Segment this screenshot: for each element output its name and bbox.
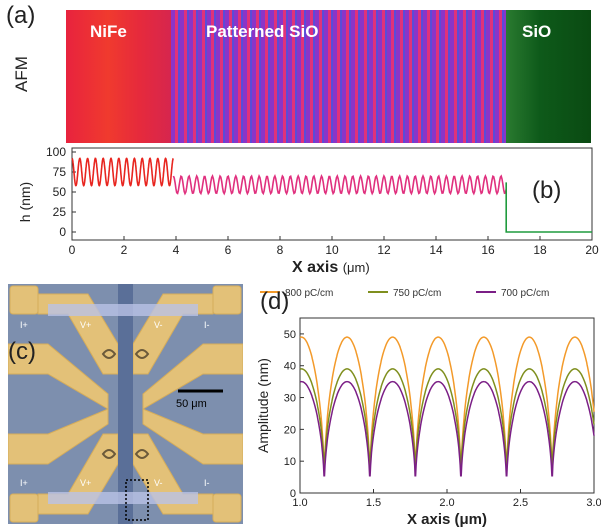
plot-frame-d xyxy=(299,317,595,494)
y-tick-label-b: 50 xyxy=(53,185,67,199)
y-tick-label-d: 0 xyxy=(290,488,296,500)
x-tick-label-d: 2.5 xyxy=(513,497,528,509)
x-tick-label-d: 3.0 xyxy=(586,497,601,509)
series-line xyxy=(299,336,595,468)
chart-d: 1.0 1.5 2.0 2.5 3.0 0 10 20 30 40 50 X axis (μm) Amp… xyxy=(255,288,601,528)
y-tick-label-b: 100 xyxy=(46,145,66,159)
x-tick-label-b: 10 xyxy=(325,243,339,257)
x-axis-unit-b: (μm) xyxy=(343,260,370,275)
chart-b: 0 2 4 6 8 10 12 14 16 18 20 0 25 50 75 100 X axis (μm) h … xyxy=(17,145,599,275)
afm-sio-label: SiO xyxy=(522,22,552,41)
panel-a-letter: (a) xyxy=(6,2,36,29)
afm-patterned-label: Patterned SiO xyxy=(206,22,319,41)
trace-segment-pattern xyxy=(172,173,507,196)
x-tick-label-b: 2 xyxy=(121,243,128,257)
contact-label-v-plus-bottom: V+ xyxy=(80,478,92,488)
y-axis-label-d: Amplitude (nm) xyxy=(255,358,271,453)
panel-b-letter: (b) xyxy=(532,177,562,204)
x-tick-label-b: 14 xyxy=(429,243,443,257)
series-line xyxy=(299,380,595,477)
plot-frame-b xyxy=(71,147,593,241)
x-tick-label-b: 20 xyxy=(585,243,599,257)
x-tick-label-b: 12 xyxy=(377,243,391,257)
device-drawing xyxy=(8,284,243,524)
scale-bar-label: 50 μm xyxy=(176,398,207,410)
afm-side-label: AFM xyxy=(12,56,31,92)
panel-d-letter: (d) xyxy=(260,288,290,315)
x-tick-label-d: 1.5 xyxy=(366,497,381,509)
legend-label: 700 pC/cm xyxy=(501,288,549,299)
contact-label-i-plus-top: I+ xyxy=(20,320,28,330)
x-axis-label-d: X axis (μm) xyxy=(407,511,487,528)
afm-nife-region xyxy=(66,10,171,143)
y-tick-label-d: 30 xyxy=(284,393,296,405)
trace-segment-sio xyxy=(505,182,592,233)
contact-label-i-plus-bottom: I+ xyxy=(20,478,28,488)
y-tick-label-d: 20 xyxy=(284,424,296,436)
y-tick-label-d: 40 xyxy=(284,361,296,373)
x-tick-label-b: 0 xyxy=(69,243,76,257)
x-tick-label-d: 1.0 xyxy=(292,497,307,509)
afm-sio-region xyxy=(506,10,591,143)
x-axis-label-b: X axis (μm) xyxy=(292,259,370,275)
trace-segment-nife xyxy=(71,157,174,187)
y-tick-label-b: 25 xyxy=(53,205,67,219)
afm-patterned-region xyxy=(171,10,506,143)
x-tick-label-b: 16 xyxy=(481,243,495,257)
y-tick-label-d: 50 xyxy=(284,329,296,341)
x-tick-label-b: 8 xyxy=(277,243,284,257)
x-tick-label-b: 6 xyxy=(225,243,232,257)
x-tick-label-d: 2.0 xyxy=(439,497,454,509)
afm-image: NiFe Patterned SiO SiO xyxy=(66,10,591,143)
contact-label-i-minus-top: I- xyxy=(204,320,210,330)
panel-c-letter: (c) xyxy=(8,338,36,365)
x-tick-label-b: 18 xyxy=(533,243,547,257)
contact-label-v-plus-top: V+ xyxy=(80,320,92,330)
contact-label-v-minus-bottom: V- xyxy=(154,478,163,488)
contact-label-v-minus-top: V- xyxy=(154,320,163,330)
legend-label: 800 pC/cm xyxy=(285,288,333,299)
y-tick-label-b: 75 xyxy=(53,165,67,179)
afm-nife-label: NiFe xyxy=(90,22,127,41)
y-tick-label-d: 10 xyxy=(284,456,296,468)
x-tick-label-b: 4 xyxy=(173,243,180,257)
legend-label: 750 pC/cm xyxy=(393,288,441,299)
y-axis-label-b: h (nm) xyxy=(17,182,33,222)
contact-label-i-minus-bottom: I- xyxy=(204,478,210,488)
y-tick-label-b: 0 xyxy=(59,225,66,239)
series-line xyxy=(299,368,595,467)
device-micrograph: 50 μm I+ V+ V- I- I+ V+ V- I- xyxy=(8,284,243,524)
